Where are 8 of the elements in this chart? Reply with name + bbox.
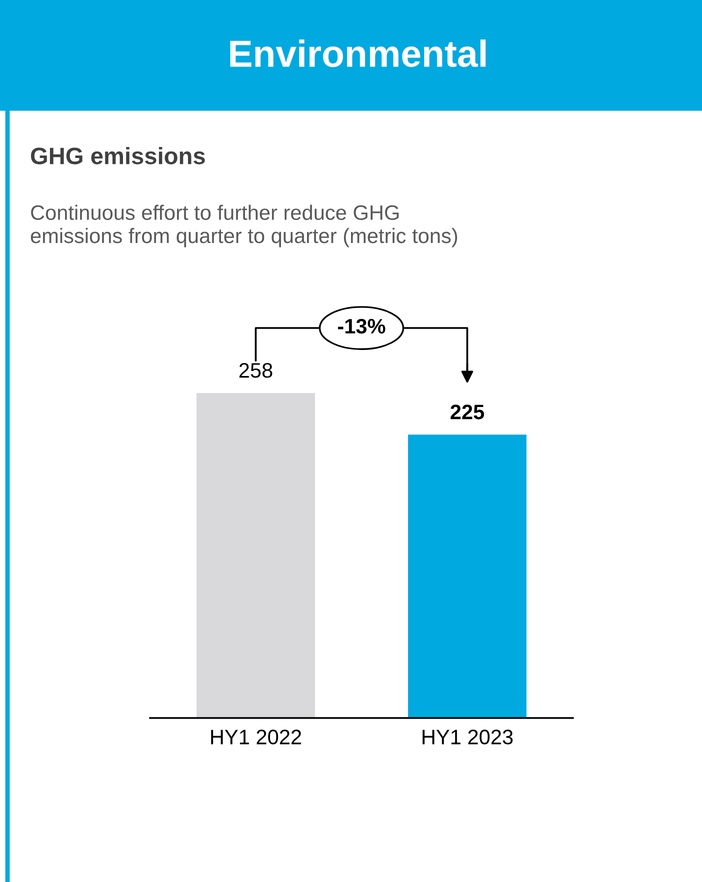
chart-title: Environmental [230,40,486,68]
text: -13% [338,318,386,334]
data-label: 225 [450,404,484,420]
x-tick-label: HY1 2023 [422,730,513,744]
data-label: 258 [239,363,272,378]
x-tick-label: HY1 2022 [211,730,302,744]
chart-subtitle: GHG emissions [30,146,205,164]
text: Continuous effort to further reduce GHG emissions from quarter to quarter (metric tons) [30,204,458,248]
